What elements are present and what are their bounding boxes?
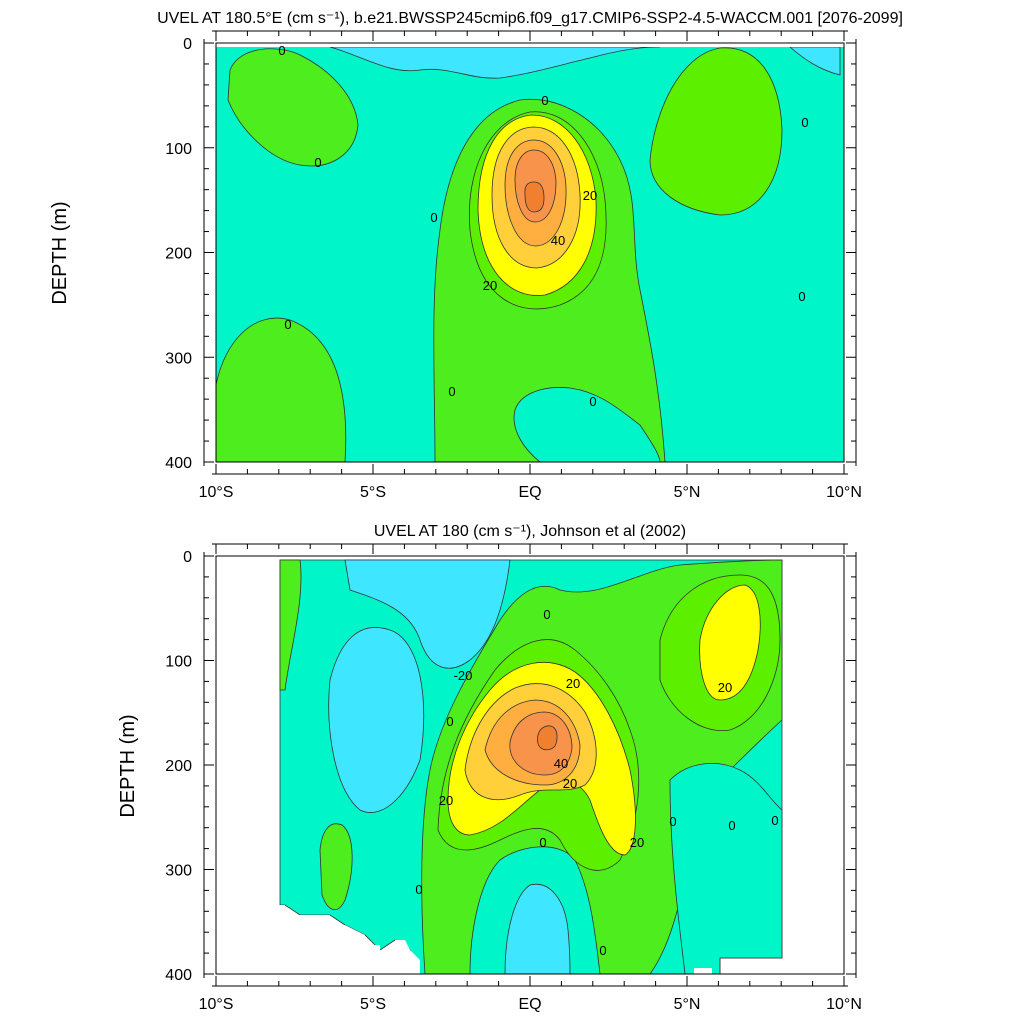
contour-labels: 0 0 0 0 0 20 40 20 0 0 0 0 <box>278 43 808 409</box>
y-tick-label: 200 <box>165 246 192 263</box>
x-tick-label: 5°S <box>360 484 386 501</box>
x-tick-label: 5°N <box>674 484 701 501</box>
x-tick-label: 10°S <box>199 996 234 1013</box>
fill-0-10-sw <box>216 317 347 462</box>
fill-lt-neg10 <box>344 559 511 669</box>
y-tick-label: 100 <box>165 654 192 671</box>
contour-label: 0 <box>798 289 805 304</box>
contour-label: 0 <box>728 818 735 833</box>
x-tick-label: EQ <box>518 996 541 1013</box>
contour-label: 0 <box>278 43 285 58</box>
contour-label: 0 <box>448 384 455 399</box>
fill-0-10-nw <box>227 48 359 167</box>
fill-core-max <box>524 181 545 213</box>
contour-label: 40 <box>551 233 565 248</box>
chart-title: UVEL AT 180 (cm s⁻¹), Johnson et al (200… <box>374 523 686 540</box>
x-tick-label: 10°N <box>826 484 862 501</box>
fill-0-10-west <box>279 559 302 691</box>
x-tick-label: 10°N <box>826 996 862 1013</box>
fill-lt-neg10-east <box>788 46 841 76</box>
y-tick-label: 0 <box>183 549 192 566</box>
contour-label: 20 <box>566 676 580 691</box>
contour-label: 0 <box>446 714 453 729</box>
contour-field <box>216 43 844 462</box>
y-axis-label: DEPTH (m) <box>49 201 71 304</box>
contour-label: 20 <box>563 776 577 791</box>
contour-label: 20 <box>483 278 497 293</box>
x-tick-label: 5°S <box>360 996 386 1013</box>
y-tick-label: 0 <box>183 36 192 53</box>
fill-neg-pocket <box>513 387 661 462</box>
contour-label: 0 <box>801 115 808 130</box>
contour-label: 40 <box>554 756 568 771</box>
fill-core-max <box>537 725 558 751</box>
x-tick-label: EQ <box>518 484 541 501</box>
fill-lt-neg10-deep <box>504 883 571 974</box>
contour-label: 0 <box>430 210 437 225</box>
contour-label: 20 <box>718 680 732 695</box>
contour-label: 20 <box>630 835 644 850</box>
x-tick-label: 10°S <box>199 484 234 501</box>
contour-label: 0 <box>771 813 778 828</box>
y-tick-label: 400 <box>165 967 192 984</box>
fill-20-30-ne <box>699 584 761 701</box>
panel-observation: UVEL AT 180 (cm s⁻¹), Johnson et al (200… <box>117 523 862 1013</box>
x-tick-label: 5°N <box>674 996 701 1013</box>
contour-label: 0 <box>669 814 676 829</box>
contour-labels: 0 -20 20 20 0 40 20 20 0 0 0 0 20 0 0 <box>415 607 778 958</box>
contour-label: 20 <box>583 188 597 203</box>
contour-label: 0 <box>541 93 548 108</box>
fill-lt-neg10-center <box>328 627 425 813</box>
fill-0-10-ne <box>649 47 783 216</box>
plot-frame <box>215 42 845 463</box>
contour-label: 0 <box>589 394 596 409</box>
y-tick-label: 300 <box>165 863 192 880</box>
y-tick-label: 400 <box>165 455 192 472</box>
contour-label: 0 <box>599 943 606 958</box>
contour-label: 0 <box>539 835 546 850</box>
contour-label: 0 <box>543 607 550 622</box>
panel-model: UVEL AT 180.5°E (cm s⁻¹), b.e21.BWSSP245… <box>49 10 903 501</box>
no-data-mask <box>216 905 420 974</box>
fill-lt-neg10 <box>329 46 661 79</box>
fill-neg-east <box>669 763 783 974</box>
contour-label: -20 <box>454 668 473 683</box>
contour-label: 20 <box>439 793 453 808</box>
chart-title: UVEL AT 180.5°E (cm s⁻¹), b.e21.BWSSP245… <box>157 10 903 27</box>
fill-0-10-sw <box>319 823 353 910</box>
y-tick-label: 200 <box>165 758 192 775</box>
contour-label: 0 <box>284 317 291 332</box>
contour-label: 0 <box>415 882 422 897</box>
contour-field <box>216 556 844 974</box>
contour-label: 0 <box>314 155 321 170</box>
y-tick-label: 100 <box>165 141 192 158</box>
y-axis-label: DEPTH (m) <box>117 714 139 817</box>
y-tick-label: 300 <box>165 350 192 367</box>
plot-frame <box>215 555 845 975</box>
no-data-mask <box>694 968 712 974</box>
